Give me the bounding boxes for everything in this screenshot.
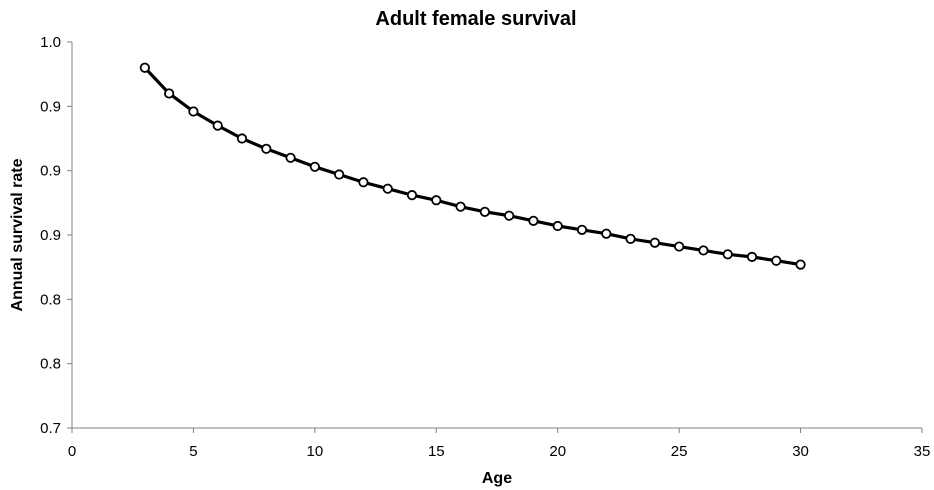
x-tick-label: 0 — [68, 443, 76, 460]
data-point — [479, 206, 490, 217]
y-axis-ticks: 0.7 0.8 0.8 0.9 0.9 0.9 1.0 — [40, 34, 72, 437]
data-point — [504, 210, 515, 221]
data-point — [601, 228, 612, 239]
y-axis-label: Annual survival rate — [9, 158, 26, 311]
data-point — [722, 249, 733, 260]
x-axis-ticks: 0 5 10 15 20 25 30 35 — [68, 428, 931, 460]
data-point — [139, 62, 150, 73]
x-tick-label: 15 — [428, 443, 445, 460]
data-point — [164, 88, 175, 99]
data-point — [576, 224, 588, 235]
data-point — [358, 177, 369, 188]
data-point — [698, 245, 709, 256]
data-point — [625, 233, 636, 244]
data-point — [746, 251, 758, 262]
data-point — [795, 259, 806, 270]
y-tick-label: 0.9 — [40, 163, 61, 180]
x-tick-label: 20 — [549, 443, 566, 460]
x-tick-label: 5 — [189, 443, 197, 460]
y-tick-label: 1.0 — [40, 34, 61, 51]
data-point — [212, 120, 223, 131]
y-tick-label: 0.9 — [40, 227, 61, 244]
data-point — [674, 241, 685, 252]
data-point — [188, 106, 199, 117]
y-tick-label: 0.8 — [40, 356, 61, 373]
data-point — [334, 169, 345, 180]
x-axis-label: Age — [482, 470, 512, 487]
data-point — [406, 190, 418, 201]
y-tick-label: 0.7 — [40, 420, 61, 437]
x-tick-label: 30 — [792, 443, 809, 460]
y-tick-label: 0.9 — [40, 98, 61, 115]
x-tick-label: 10 — [307, 443, 324, 460]
data-point — [528, 215, 539, 226]
data-point — [649, 237, 660, 248]
series-layer — [139, 62, 806, 270]
x-tick-label: 25 — [671, 443, 688, 460]
data-point — [236, 133, 248, 144]
data-point — [431, 195, 442, 206]
data-point — [261, 143, 272, 154]
data-point — [309, 161, 320, 172]
x-tick-label: 35 — [914, 443, 931, 460]
series-line — [143, 66, 803, 267]
chart-title: Adult female survival — [375, 8, 576, 30]
data-point — [455, 201, 466, 212]
y-tick-label: 0.8 — [40, 291, 61, 308]
data-point — [285, 152, 296, 163]
data-point — [382, 183, 393, 194]
data-point — [771, 255, 782, 266]
data-point — [552, 220, 563, 232]
